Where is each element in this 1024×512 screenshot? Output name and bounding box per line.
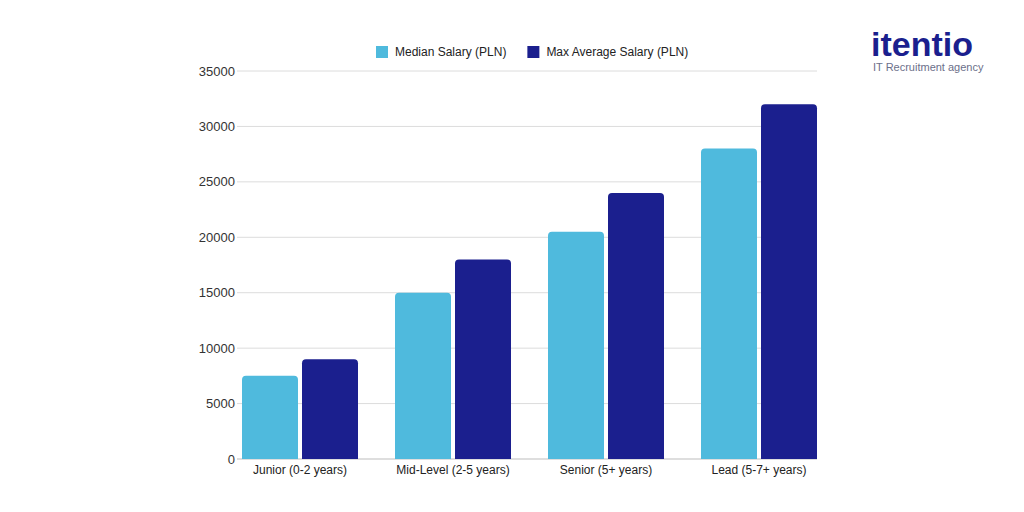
x-tick-label: Lead (5-7+ years) <box>711 463 806 477</box>
bar <box>455 259 511 459</box>
x-tick-label: Mid-Level (2-5 years) <box>396 463 509 477</box>
bar <box>395 293 451 459</box>
y-tick-label: 25000 <box>199 174 235 189</box>
legend-label: Median Salary (PLN) <box>395 45 506 59</box>
bar <box>608 193 664 459</box>
legend-swatch <box>376 46 388 58</box>
legend: Median Salary (PLN) Max Average Salary (P… <box>376 45 688 59</box>
y-tick-label: 5000 <box>206 396 235 411</box>
y-tick-label: 15000 <box>199 285 235 300</box>
brand-name: itentio <box>871 25 973 63</box>
bar <box>242 376 298 459</box>
x-tick-label: Junior (0-2 years) <box>253 463 347 477</box>
y-tick-label: 35000 <box>199 64 235 79</box>
y-tick-label: 30000 <box>199 119 235 134</box>
bars <box>242 104 817 459</box>
y-tick-label: 0 <box>228 452 235 467</box>
grid: 0 5000 10000 15000 20000 25000 30000 35000 <box>199 64 817 467</box>
bar <box>302 359 358 459</box>
bar <box>548 232 604 459</box>
brand-tagline: IT Recruitment agency <box>873 61 984 73</box>
legend-swatch <box>527 46 539 58</box>
y-tick-label: 20000 <box>199 230 235 245</box>
x-tick-label: Senior (5+ years) <box>560 463 652 477</box>
branding: itentioIT Recruitment agency <box>871 25 984 73</box>
bar <box>761 104 817 459</box>
chart: 0 5000 10000 15000 20000 25000 30000 35000 Junio… <box>0 0 1024 512</box>
page: {"chart_data": {"type": "bar", "categori… <box>0 0 1024 512</box>
grid-line <box>237 71 817 72</box>
x-axis: Junior (0-2 years) Mid-Level (2-5 years) S… <box>253 463 807 477</box>
grid-line <box>237 126 817 127</box>
bar <box>701 149 757 459</box>
y-tick-label: 10000 <box>199 341 235 356</box>
legend-label: Max Average Salary (PLN) <box>546 45 688 59</box>
